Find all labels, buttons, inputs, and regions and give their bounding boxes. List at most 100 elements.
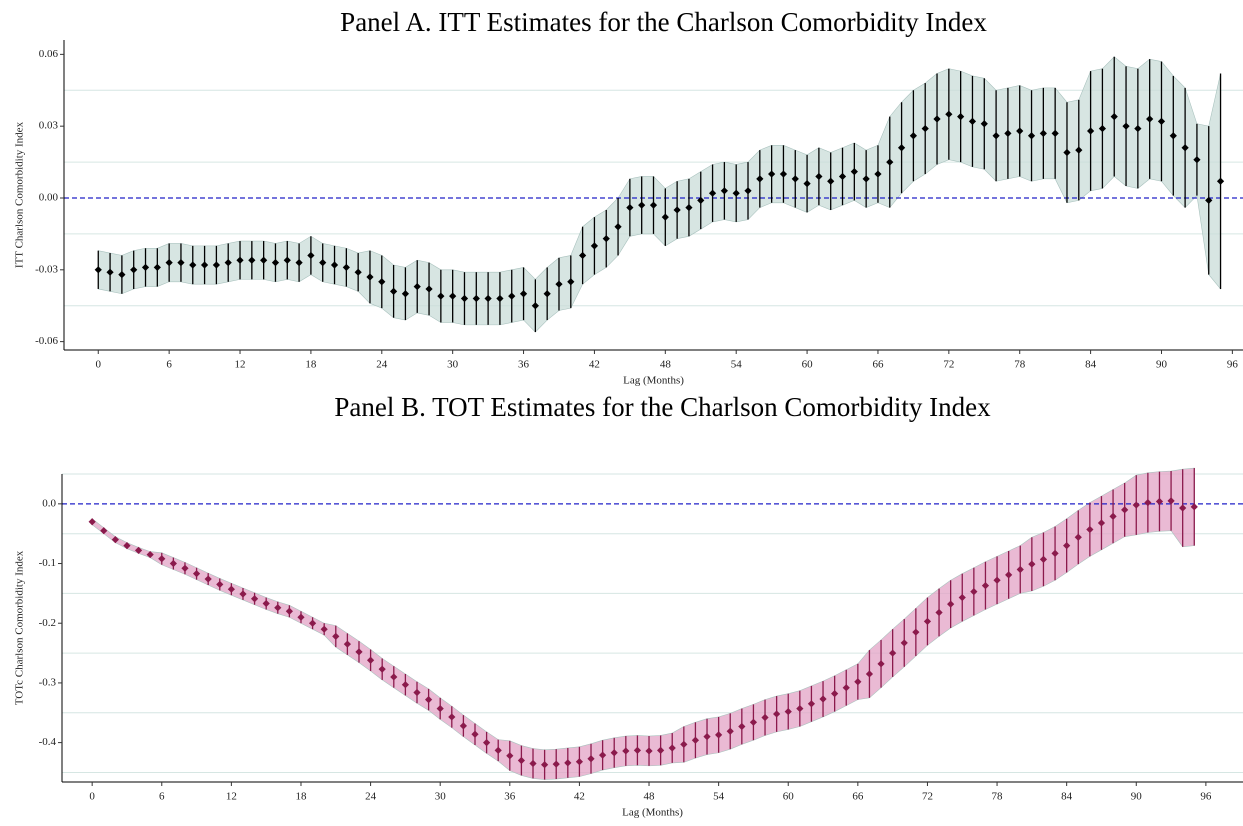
x-axis-label: Lag (Months) [622, 807, 683, 819]
point [204, 575, 212, 583]
point [517, 756, 526, 765]
point [212, 261, 220, 269]
point [1190, 503, 1198, 511]
point [366, 656, 375, 664]
point [815, 172, 823, 181]
point [862, 175, 870, 183]
point [935, 608, 943, 617]
x-tick-label: 12 [226, 791, 237, 803]
point [668, 744, 676, 752]
point [88, 518, 96, 526]
point [680, 740, 688, 748]
point [262, 599, 270, 608]
point [1155, 497, 1164, 506]
point [886, 158, 894, 166]
x-tick-label: 90 [1131, 791, 1143, 803]
point [633, 746, 642, 754]
point [923, 617, 932, 626]
x-tick-label: 0 [89, 791, 95, 803]
y-tick-label: 0.03 [39, 120, 59, 132]
point [271, 259, 280, 267]
point [1181, 144, 1189, 152]
point [413, 688, 421, 697]
x-tick-label: 84 [1085, 359, 1097, 371]
point [308, 619, 317, 627]
point [1016, 565, 1024, 574]
point [685, 203, 693, 212]
point [227, 585, 235, 593]
point [153, 263, 161, 272]
x-tick-label: 84 [1061, 791, 1073, 803]
y-tick-label: -0.06 [35, 335, 58, 347]
point [508, 292, 516, 300]
point [738, 722, 746, 731]
point [831, 690, 839, 698]
point [189, 261, 197, 269]
point [1063, 148, 1071, 157]
point [111, 536, 119, 544]
point [134, 546, 143, 555]
point [909, 132, 917, 140]
point [1016, 127, 1024, 135]
point [854, 678, 862, 686]
point [626, 203, 634, 212]
x-tick-label: 48 [644, 791, 656, 803]
point [130, 266, 138, 274]
point [567, 278, 575, 286]
point [874, 170, 882, 178]
point [283, 256, 291, 264]
point [947, 600, 955, 608]
point [1051, 549, 1059, 557]
point [343, 640, 351, 648]
x-tick-label: 24 [365, 791, 377, 803]
point [354, 268, 362, 276]
point [1087, 127, 1095, 135]
point [531, 302, 539, 310]
point [981, 582, 990, 590]
point [819, 695, 827, 703]
x-tick-label: 42 [589, 359, 600, 371]
point [1074, 533, 1082, 541]
point [1167, 497, 1175, 505]
point [366, 273, 374, 281]
point [796, 704, 804, 713]
x-tick-label: 42 [574, 791, 585, 803]
point [330, 261, 339, 269]
point [897, 144, 906, 152]
point [691, 736, 700, 744]
point [555, 280, 563, 288]
point [541, 761, 549, 769]
point [590, 242, 599, 250]
point [1193, 156, 1201, 164]
point [106, 268, 114, 276]
point [697, 196, 705, 204]
point [248, 256, 256, 264]
point [543, 290, 551, 298]
point [472, 294, 480, 303]
x-tick-label: 54 [713, 791, 725, 803]
point [401, 290, 410, 298]
point [118, 270, 126, 279]
x-tick-label: 78 [1014, 359, 1026, 371]
point [1132, 501, 1140, 509]
point [274, 604, 282, 612]
point [993, 576, 1001, 584]
confidence-band [97, 56, 1221, 333]
point [970, 587, 978, 596]
point [390, 287, 398, 295]
y-tick-label: -0.2 [39, 617, 56, 629]
point [181, 564, 189, 572]
y-tick-label: 0.00 [39, 192, 59, 204]
point [424, 696, 433, 704]
point [459, 722, 468, 730]
point [708, 189, 717, 197]
point [575, 758, 584, 766]
point [889, 649, 897, 657]
point [295, 259, 303, 267]
x-tick-label: 18 [305, 359, 317, 371]
point [1121, 506, 1129, 514]
point [320, 625, 328, 633]
point [437, 292, 445, 300]
x-tick-label: 78 [992, 791, 1004, 803]
point [773, 710, 781, 718]
